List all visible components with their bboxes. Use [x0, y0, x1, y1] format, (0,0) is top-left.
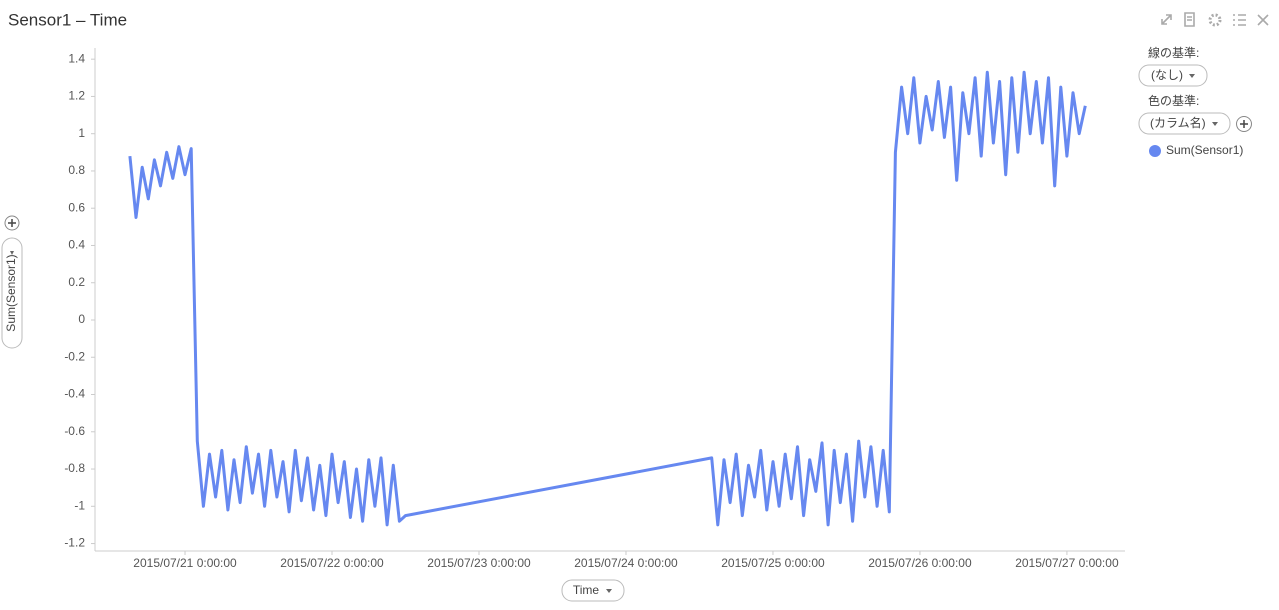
x-tick-label: 2015/07/24 0:00:00 — [574, 556, 678, 570]
dropdown-arrow — [1212, 122, 1218, 126]
settings-icon[interactable] — [1208, 13, 1222, 27]
dropdown-arrow — [1189, 74, 1195, 78]
y-tick-label: 1.2 — [68, 89, 85, 103]
line-by-value[interactable]: (なし) — [1151, 68, 1183, 82]
y-tick-label: -1.2 — [64, 536, 85, 550]
x-tick-label: 2015/07/23 0:00:00 — [427, 556, 531, 570]
plus — [1240, 120, 1248, 128]
toolbar — [1161, 12, 1269, 27]
y-tick-label: 0.6 — [68, 200, 85, 214]
y-tick-label: 1.4 — [68, 51, 85, 65]
y-tick-label: 0.8 — [68, 163, 85, 177]
legend-icon[interactable] — [1233, 14, 1246, 26]
color-by-dropdown[interactable] — [1138, 112, 1231, 135]
y-tick-label: -1 — [74, 498, 85, 512]
line-by-dropdown[interactable] — [1138, 64, 1208, 87]
legend-marker — [1149, 145, 1161, 157]
line-by-label: 線の基準: — [1148, 45, 1199, 60]
y-tick-label: -0.8 — [64, 461, 85, 475]
y-tick-label: 0.4 — [68, 238, 85, 252]
color-by-label: 色の基準: — [1148, 93, 1199, 108]
dropdown-arrow — [10, 251, 14, 255]
dropdown-arrow — [606, 589, 612, 593]
chart-title: Sensor1 – Time — [8, 10, 127, 29]
y-tick-label: -0.4 — [64, 387, 85, 401]
x-tick-label: 2015/07/21 0:00:00 — [133, 556, 237, 570]
x-axis-control: Time — [561, 579, 625, 602]
details-icon[interactable] — [1184, 12, 1195, 27]
y-axis-label[interactable]: Sum(Sensor1) — [4, 254, 18, 331]
close-icon[interactable] — [1257, 14, 1269, 26]
x-tick-label: 2015/07/22 0:00:00 — [280, 556, 384, 570]
y-tick-label: 0 — [78, 312, 85, 326]
y-axis-control: Sum(Sensor1) — [1, 215, 23, 349]
color-by-value[interactable]: (カラム名) — [1150, 115, 1206, 130]
series-line — [128, 70, 1087, 527]
plus — [8, 219, 16, 227]
x-axis-selector[interactable] — [561, 579, 625, 602]
maximize-icon[interactable] — [1161, 14, 1172, 25]
y-tick-label: -0.2 — [64, 349, 85, 363]
x-tick-label: 2015/07/26 0:00:00 — [868, 556, 972, 570]
x-tick-label: 2015/07/27 0:00:00 — [1015, 556, 1119, 570]
legend-label: Sum(Sensor1) — [1166, 143, 1243, 157]
y-tick-label: -0.6 — [64, 424, 85, 438]
y-axis-selector[interactable] — [1, 237, 23, 349]
x-tick-label: 2015/07/25 0:00:00 — [721, 556, 825, 570]
x-axis-label[interactable]: Time — [573, 583, 600, 597]
y-tick-label: 0.2 — [68, 275, 85, 289]
y-tick-label: 1 — [78, 126, 85, 140]
right-panel: 線の基準: (なし) 色の基準: (カラム名) — [1138, 45, 1252, 135]
